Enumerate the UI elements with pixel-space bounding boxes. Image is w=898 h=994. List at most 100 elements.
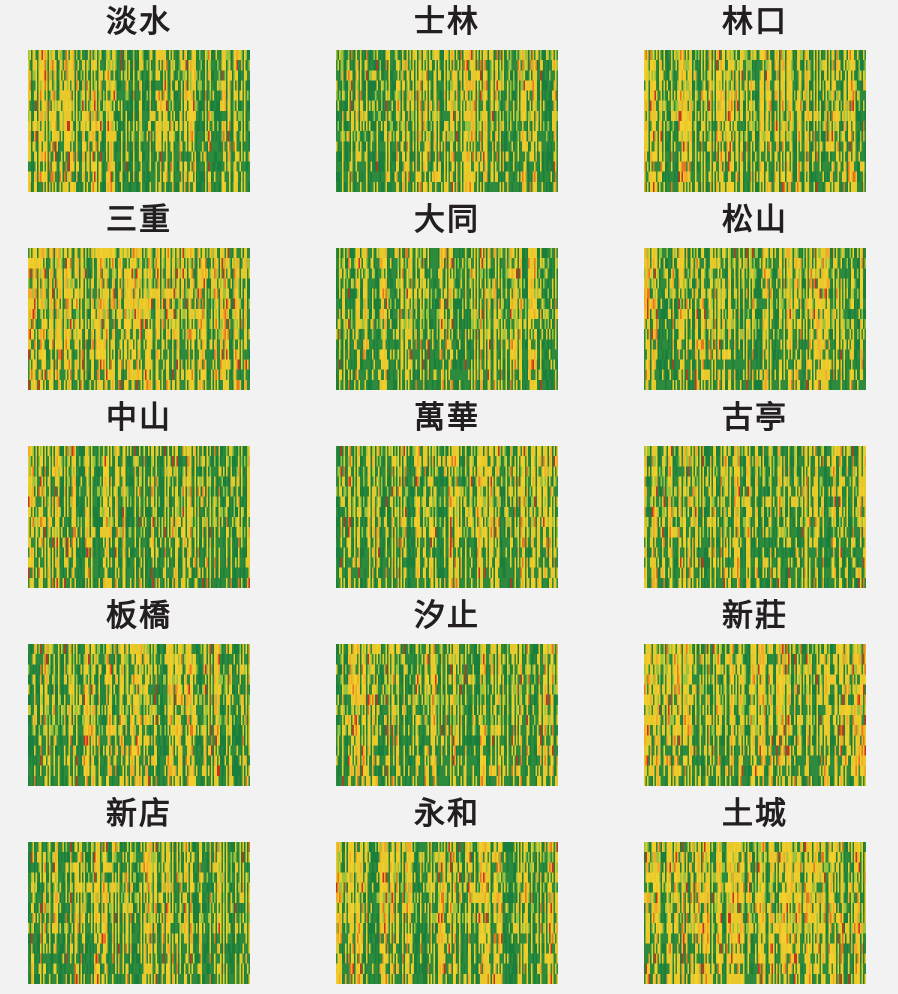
heatmap-cell bbox=[543, 70, 545, 81]
heatmap-cell bbox=[671, 80, 673, 91]
heatmap-cell bbox=[53, 60, 56, 71]
heatmap-cell bbox=[133, 100, 135, 111]
heatmap-cell bbox=[442, 141, 445, 152]
heatmap-cell bbox=[708, 50, 711, 61]
heatmap-cell bbox=[349, 151, 352, 162]
heatmap-cell bbox=[158, 161, 161, 172]
heatmap-cell bbox=[232, 181, 234, 192]
heatmap-cell bbox=[475, 90, 478, 101]
heatmap-cell bbox=[110, 100, 113, 111]
heatmap-cell bbox=[181, 90, 183, 101]
heatmap-cell bbox=[83, 110, 86, 122]
heatmap-cell bbox=[534, 60, 536, 71]
heatmap-cell bbox=[710, 80, 712, 91]
heatmap-cell bbox=[121, 110, 123, 122]
heatmap-cell bbox=[173, 70, 176, 81]
heatmap-cell bbox=[367, 60, 370, 71]
heatmap-cell bbox=[684, 171, 687, 182]
heatmap-cell bbox=[46, 161, 48, 172]
heatmap-cell bbox=[345, 141, 347, 152]
heatmap-cell bbox=[453, 50, 455, 61]
heatmap-cell bbox=[104, 60, 107, 71]
heatmap-cell bbox=[209, 100, 212, 111]
heatmap-cell bbox=[659, 141, 661, 152]
heatmap-cell bbox=[466, 90, 469, 101]
heatmap-cell bbox=[119, 161, 122, 172]
heatmap-cell bbox=[439, 50, 442, 61]
heatmap-cell bbox=[163, 131, 165, 142]
heatmap-cell bbox=[731, 151, 733, 162]
heatmap-cell bbox=[415, 121, 418, 132]
heatmap-cell bbox=[660, 100, 663, 111]
heatmap-cell bbox=[145, 171, 147, 182]
heatmap-cell bbox=[155, 141, 158, 152]
heatmap-cell bbox=[58, 100, 60, 111]
heatmap-cell bbox=[233, 131, 236, 142]
heatmap-cell bbox=[439, 90, 442, 101]
heatmap-cell bbox=[400, 121, 403, 132]
heatmap-cell bbox=[489, 171, 491, 182]
heatmap-cell bbox=[696, 121, 699, 132]
heatmap-cell bbox=[363, 100, 365, 111]
heatmap-cell bbox=[514, 121, 517, 132]
heatmap-cell bbox=[707, 121, 709, 132]
heatmap-cell bbox=[67, 110, 69, 122]
heatmap-cell bbox=[118, 121, 120, 132]
heatmap-cell bbox=[547, 110, 550, 122]
heatmap-cell bbox=[462, 100, 464, 111]
heatmap-cell bbox=[474, 100, 476, 111]
heatmap bbox=[336, 50, 558, 192]
heatmap-cell bbox=[106, 80, 108, 91]
heatmap-cell bbox=[387, 161, 389, 172]
heatmap-cell bbox=[336, 131, 338, 142]
heatmap-cell bbox=[182, 181, 185, 192]
heatmap-cell bbox=[205, 121, 207, 132]
heatmap-cell bbox=[525, 50, 527, 61]
heatmap-cell bbox=[214, 100, 216, 111]
heatmap-cell bbox=[172, 90, 174, 101]
heatmap-cell bbox=[361, 161, 364, 172]
heatmap-cell bbox=[113, 50, 116, 61]
heatmap-cell bbox=[717, 70, 720, 81]
heatmap-cell bbox=[731, 50, 733, 61]
heatmap-cell bbox=[229, 151, 231, 162]
heatmap-cell bbox=[175, 121, 177, 132]
heatmap-cell bbox=[224, 121, 227, 132]
heatmap-cell bbox=[495, 141, 497, 152]
heatmap-cell bbox=[511, 121, 514, 132]
heatmap-cell bbox=[65, 121, 68, 132]
heatmap-cell bbox=[657, 70, 660, 81]
heatmap-cell bbox=[549, 121, 551, 132]
heatmap-cell bbox=[149, 80, 152, 91]
heatmap-cell bbox=[720, 181, 723, 192]
heatmap-cell bbox=[394, 171, 397, 182]
heatmap-cell bbox=[729, 171, 732, 182]
heatmap-cell bbox=[103, 171, 105, 182]
heatmap-cell bbox=[531, 70, 533, 81]
heatmap-cell bbox=[151, 121, 153, 132]
heatmap-cell bbox=[46, 60, 48, 71]
heatmap-cell bbox=[357, 60, 359, 71]
heatmap-cell bbox=[164, 151, 167, 162]
heatmap-cell bbox=[82, 171, 84, 182]
heatmap-cell bbox=[381, 100, 383, 111]
heatmap-cell bbox=[520, 60, 523, 71]
heatmap-cell bbox=[693, 110, 696, 122]
heatmap-cell bbox=[53, 110, 56, 122]
heatmap-cell bbox=[663, 50, 666, 61]
heatmap-cell bbox=[349, 161, 352, 172]
heatmap-cell bbox=[358, 90, 361, 101]
heatmap-cell bbox=[511, 110, 514, 122]
heatmap-cell bbox=[504, 110, 506, 122]
heatmap-cell bbox=[427, 171, 430, 182]
heatmap-cell bbox=[719, 60, 721, 71]
heatmap-cell bbox=[370, 141, 373, 152]
heatmap-cell bbox=[666, 50, 669, 61]
heatmap-cell bbox=[453, 100, 455, 111]
heatmap-cell bbox=[343, 100, 346, 111]
heatmap-cell bbox=[674, 60, 676, 71]
heatmap-cell bbox=[439, 100, 442, 111]
heatmap-cell bbox=[157, 121, 159, 132]
heatmap-cell bbox=[44, 80, 47, 91]
heatmap-cell bbox=[695, 90, 697, 101]
